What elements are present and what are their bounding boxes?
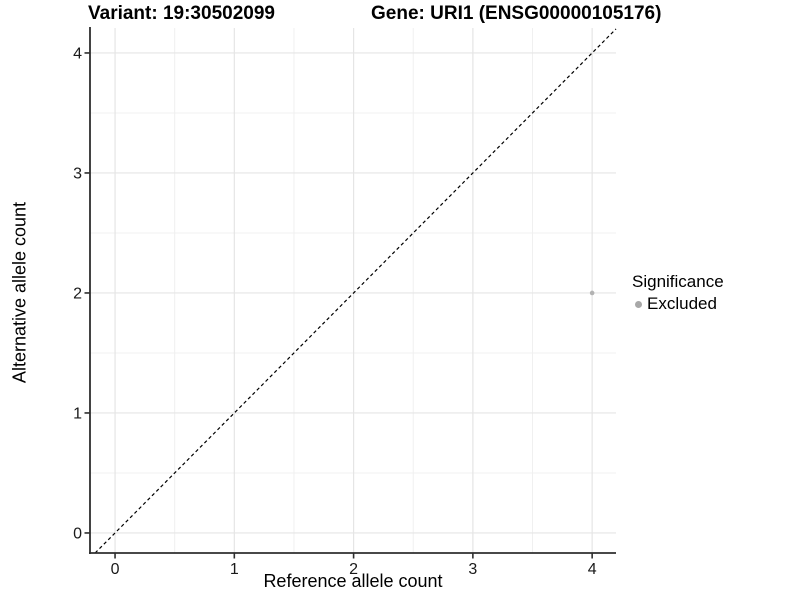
y-axis-title: Alternative allele count (9, 201, 30, 384)
plot-title-gene: Gene: URI1 (ENSG00000105176) (371, 3, 662, 24)
x-axis-title: Reference allele count (263, 571, 443, 591)
data-point (589, 290, 595, 296)
y-tick-label: 4 (73, 45, 82, 62)
legend-item-label: Excluded (647, 294, 717, 313)
legend-item-excluded: Excluded (632, 294, 724, 314)
identity-line (94, 28, 617, 554)
y-tick-label: 1 (73, 405, 82, 422)
x-tick-label: 3 (468, 561, 477, 578)
x-tick-label: 2 (349, 561, 358, 578)
legend-point-icon (635, 300, 642, 308)
plot-title-variant: Variant: 19:30502099 (88, 3, 275, 24)
legend-title: Significance (632, 272, 724, 291)
legend: Significance Excluded (632, 271, 724, 314)
x-tick-label: 4 (588, 561, 597, 578)
x-tick-label: 0 (111, 561, 120, 578)
y-tick-label: 0 (73, 525, 82, 542)
y-tick-label: 2 (73, 285, 82, 302)
y-tick-label: 3 (73, 165, 82, 182)
x-tick-label: 1 (230, 561, 239, 578)
